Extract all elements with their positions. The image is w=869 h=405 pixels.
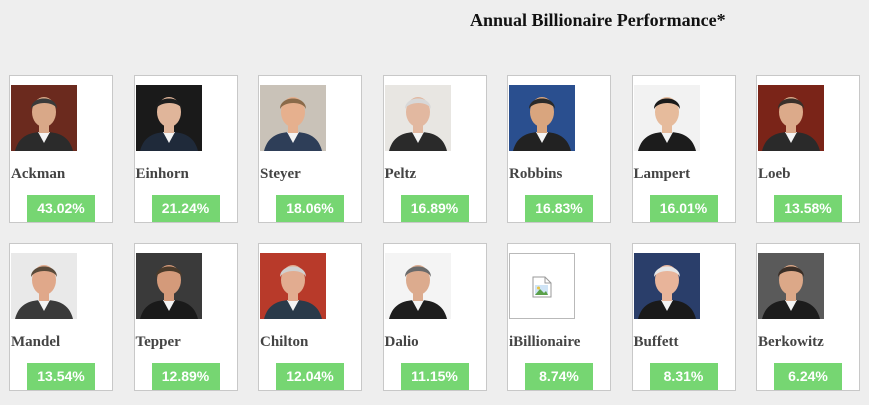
performance-badge: 6.24%	[774, 363, 842, 390]
investor-card[interactable]: Robbins 16.83%	[507, 75, 611, 223]
investor-photo	[135, 253, 202, 319]
billionaire-grid: Ackman 43.02% Einhorn 21.24% Steyer 18.06% Pel…	[9, 75, 860, 391]
investor-name[interactable]: Buffett	[633, 334, 679, 350]
investor-name[interactable]: Lampert	[633, 166, 691, 182]
performance-badge: 16.01%	[649, 195, 718, 222]
investor-name[interactable]: Robbins	[509, 166, 563, 182]
investor-name[interactable]: Tepper	[135, 334, 181, 350]
performance-badge: 21.24%	[151, 195, 220, 222]
performance-badge: 16.89%	[400, 195, 469, 222]
investor-photo	[260, 85, 326, 151]
investor-card[interactable]: Tepper 12.89%	[133, 243, 238, 391]
investor-name[interactable]: Chilton	[260, 334, 309, 350]
investor-name[interactable]: Berkowitz	[758, 334, 824, 350]
investor-card[interactable]: iBillionaire 8.74%	[507, 243, 611, 391]
page-title: Annual Billionaire Performance*	[470, 10, 726, 30]
investor-photo	[260, 253, 326, 319]
investor-card[interactable]: Steyer 18.06%	[258, 75, 362, 223]
investor-name[interactable]: Ackman	[11, 166, 66, 182]
investor-card[interactable]: Lampert 16.01%	[631, 75, 736, 223]
performance-badge: 12.89%	[151, 363, 220, 390]
investor-photo	[11, 253, 77, 319]
investor-name[interactable]: Dalio	[384, 334, 419, 350]
performance-badge: 43.02%	[27, 195, 95, 222]
investor-name[interactable]: Einhorn	[135, 166, 189, 182]
performance-badge: 8.74%	[525, 363, 593, 390]
performance-badge: 12.04%	[276, 363, 344, 390]
performance-badge: 8.31%	[649, 363, 718, 390]
investor-name[interactable]: Peltz	[384, 166, 417, 182]
performance-badge: 13.58%	[774, 195, 842, 222]
investor-photo	[509, 85, 575, 151]
investor-card[interactable]: Loeb 13.58%	[756, 75, 860, 223]
investor-photo	[384, 85, 451, 151]
investor-card[interactable]: Ackman 43.02%	[9, 75, 113, 223]
investor-name[interactable]: Steyer	[260, 166, 301, 182]
investor-card[interactable]: Mandel 13.54%	[9, 243, 113, 391]
performance-badge: 18.06%	[276, 195, 344, 222]
investor-card[interactable]: Berkowitz 6.24%	[756, 243, 860, 391]
investor-card[interactable]: Chilton 12.04%	[258, 243, 362, 391]
investor-card[interactable]: Peltz 16.89%	[382, 75, 487, 223]
investor-name[interactable]: Mandel	[11, 334, 61, 350]
investor-photo	[758, 85, 824, 151]
investor-card[interactable]: Buffett 8.31%	[631, 243, 736, 391]
investor-photo	[384, 253, 451, 319]
investor-photo	[758, 253, 824, 319]
investor-photo	[633, 253, 700, 319]
investor-photo	[135, 85, 202, 151]
investor-photo	[633, 85, 700, 151]
investor-card[interactable]: Einhorn 21.24%	[133, 75, 238, 223]
performance-badge: 11.15%	[400, 363, 469, 390]
broken-image-icon	[509, 253, 575, 319]
investor-name[interactable]: Loeb	[758, 166, 791, 182]
performance-badge: 16.83%	[525, 195, 593, 222]
investor-photo	[11, 85, 77, 151]
performance-badge: 13.54%	[27, 363, 95, 390]
investor-name[interactable]: iBillionaire	[509, 334, 581, 350]
investor-card[interactable]: Dalio 11.15%	[382, 243, 487, 391]
